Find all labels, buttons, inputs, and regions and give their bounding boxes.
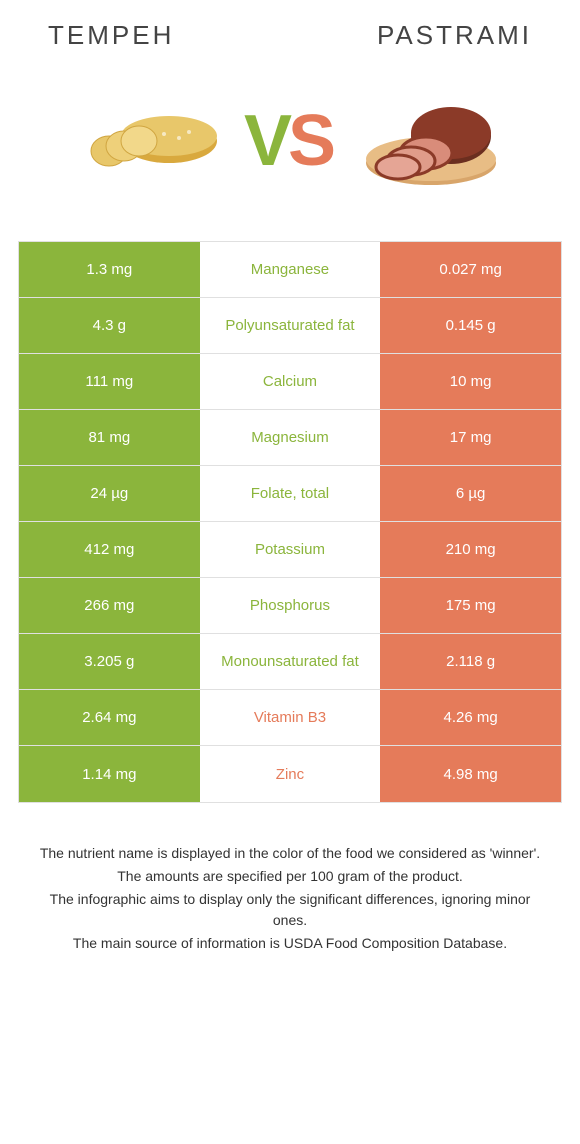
- right-value: 17 mg: [380, 410, 561, 465]
- vs-label: V S: [244, 100, 336, 182]
- left-value: 4.3 g: [19, 298, 200, 353]
- right-value: 0.145 g: [380, 298, 561, 353]
- left-value: 1.3 mg: [19, 242, 200, 297]
- nutrient-name: Monounsaturated fat: [200, 634, 381, 689]
- left-value: 3.205 g: [19, 634, 200, 689]
- table-row: 81 mgMagnesium17 mg: [19, 410, 561, 466]
- left-value: 412 mg: [19, 522, 200, 577]
- left-value: 81 mg: [19, 410, 200, 465]
- table-row: 3.205 gMonounsaturated fat2.118 g: [19, 634, 561, 690]
- table-row: 4.3 gPolyunsaturated fat0.145 g: [19, 298, 561, 354]
- vs-s: S: [288, 100, 336, 182]
- right-value: 10 mg: [380, 354, 561, 409]
- nutrient-name: Potassium: [200, 522, 381, 577]
- titles-row: TEMPEH PASTRAMI: [18, 20, 562, 51]
- nutrient-name: Polyunsaturated fat: [200, 298, 381, 353]
- left-value: 266 mg: [19, 578, 200, 633]
- footer-notes: The nutrient name is displayed in the co…: [18, 803, 562, 954]
- nutrient-name: Magnesium: [200, 410, 381, 465]
- footer-line: The main source of information is USDA F…: [38, 933, 542, 954]
- title-right: PASTRAMI: [377, 20, 532, 51]
- table-row: 2.64 mgVitamin B34.26 mg: [19, 690, 561, 746]
- right-value: 0.027 mg: [380, 242, 561, 297]
- nutrient-name: Manganese: [200, 242, 381, 297]
- title-left: TEMPEH: [48, 20, 174, 51]
- left-value: 111 mg: [19, 354, 200, 409]
- footer-line: The amounts are specified per 100 gram o…: [38, 866, 542, 887]
- comparison-table: 1.3 mgManganese0.027 mg4.3 gPolyunsatura…: [18, 241, 562, 803]
- nutrient-name: Vitamin B3: [200, 690, 381, 745]
- table-row: 24 µgFolate, total6 µg: [19, 466, 561, 522]
- table-row: 111 mgCalcium10 mg: [19, 354, 561, 410]
- left-value: 24 µg: [19, 466, 200, 521]
- nutrient-name: Calcium: [200, 354, 381, 409]
- tempeh-image: [74, 91, 224, 191]
- page: TEMPEH PASTRAMI V S: [0, 0, 580, 954]
- left-value: 1.14 mg: [19, 746, 200, 802]
- left-value: 2.64 mg: [19, 690, 200, 745]
- table-row: 1.14 mgZinc4.98 mg: [19, 746, 561, 802]
- footer-line: The infographic aims to display only the…: [38, 889, 542, 931]
- footer-line: The nutrient name is displayed in the co…: [38, 843, 542, 864]
- right-value: 2.118 g: [380, 634, 561, 689]
- table-row: 266 mgPhosphorus175 mg: [19, 578, 561, 634]
- right-value: 6 µg: [380, 466, 561, 521]
- nutrient-name: Folate, total: [200, 466, 381, 521]
- table-row: 412 mgPotassium210 mg: [19, 522, 561, 578]
- right-value: 4.26 mg: [380, 690, 561, 745]
- right-value: 210 mg: [380, 522, 561, 577]
- table-row: 1.3 mgManganese0.027 mg: [19, 242, 561, 298]
- nutrient-name: Zinc: [200, 746, 381, 802]
- nutrient-name: Phosphorus: [200, 578, 381, 633]
- hero-row: V S: [18, 91, 562, 191]
- right-value: 4.98 mg: [380, 746, 561, 802]
- right-value: 175 mg: [380, 578, 561, 633]
- pastrami-image: [356, 91, 506, 191]
- vs-v: V: [244, 100, 288, 182]
